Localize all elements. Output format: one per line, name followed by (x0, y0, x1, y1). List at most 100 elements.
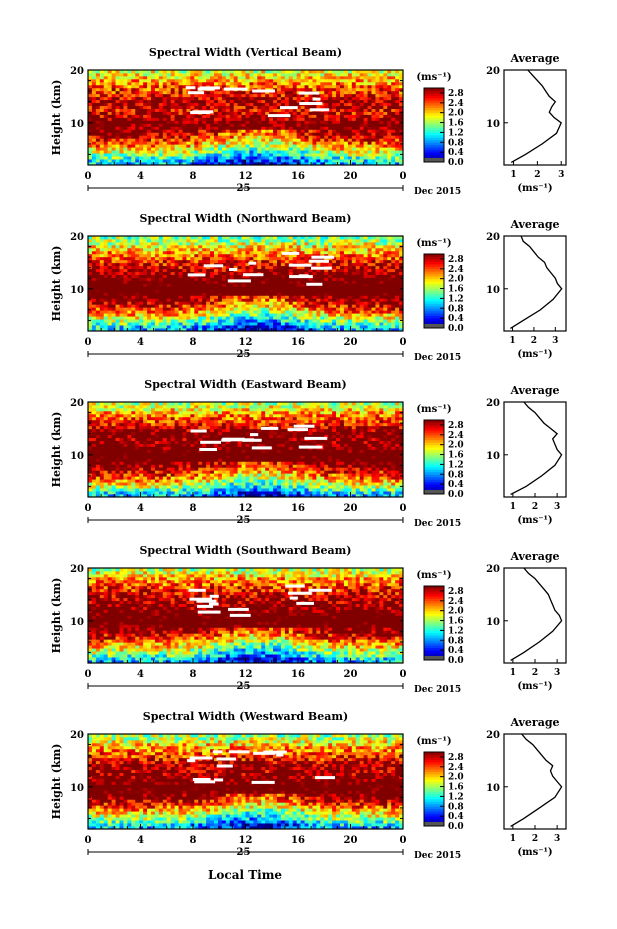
colorbar-tick-label: 2.0 (448, 109, 464, 119)
colorbar-swatch (424, 759, 444, 763)
colorbar-swatch (424, 437, 444, 441)
colorbar-underflow (424, 158, 444, 162)
colorbar-tick-label: 2.8 (448, 421, 464, 431)
colorbar-tick-label: 2.4 (448, 99, 464, 109)
colorbar-tick-label: 0.4 (448, 480, 464, 490)
date-day-label: 25 (237, 349, 251, 360)
colorbar-swatch (424, 816, 444, 819)
colorbar-underflow (424, 656, 444, 660)
colorbar-swatch (424, 315, 444, 319)
y-tick-label: 20 (70, 564, 84, 575)
data-gap (196, 599, 217, 603)
colorbar-tick-label: 0.4 (448, 812, 464, 822)
colorbar-swatch (424, 793, 444, 797)
data-gap (287, 428, 308, 432)
date-label: Dec 2015 (414, 187, 461, 197)
data-gap (242, 438, 262, 442)
colorbar-swatch (424, 610, 444, 614)
colorbar-swatch (424, 789, 444, 792)
average-profile-line (510, 69, 563, 163)
y-tick-label: 10 (70, 783, 84, 794)
colorbar-swatch (424, 422, 444, 426)
colorbar-swatch (424, 293, 444, 297)
x-tick-label: 4 (137, 669, 144, 680)
average-x-tick-label: 3 (558, 170, 564, 180)
average-x-tick-label: 2 (532, 502, 538, 512)
average-profile-line (510, 733, 563, 827)
colorbar-swatch (424, 752, 444, 755)
colorbar-swatch (424, 152, 444, 155)
x-tick-label: 4 (137, 503, 144, 514)
colorbar-tick-label: 0.8 (448, 304, 464, 314)
data-gap (189, 756, 213, 760)
colorbar-swatch (424, 139, 444, 143)
colorbar-swatch (424, 754, 444, 758)
colorbar-tick-label: 2.4 (448, 265, 464, 275)
colorbar-swatch (424, 779, 444, 782)
date-day-label: 25 (237, 515, 251, 526)
colorbar-swatch (424, 147, 444, 151)
x-tick-label: 8 (190, 669, 197, 680)
colorbar-underflow (424, 822, 444, 826)
heatmap-field (88, 734, 404, 830)
colorbar-swatch (424, 134, 444, 138)
colorbar-swatch (424, 588, 444, 592)
colorbar-swatch (424, 459, 444, 463)
colorbar-swatch (424, 105, 444, 109)
colorbar-swatch (424, 434, 444, 438)
colorbar-swatch (424, 125, 444, 128)
colorbar-swatch (424, 806, 444, 810)
colorbar-tick-label: 0.0 (448, 324, 464, 334)
x-tick-label: 4 (137, 337, 144, 348)
colorbar-frame (423, 419, 445, 495)
colorbar-swatch (424, 620, 444, 624)
colorbar-tick-label: 2.4 (448, 763, 464, 773)
colorbar-tick-label: 1.6 (448, 617, 464, 627)
data-gap (315, 776, 335, 780)
colorbar-swatch (424, 630, 444, 634)
data-gap (208, 602, 219, 606)
x-tick-label: 4 (137, 835, 144, 846)
colorbar-swatch (424, 474, 444, 478)
colorbar-swatch (424, 600, 444, 604)
colorbar-swatch (424, 129, 444, 133)
data-gap (289, 596, 298, 600)
data-gap (288, 263, 312, 267)
colorbar-swatch (424, 618, 444, 621)
average-x-tick-label: 2 (531, 336, 537, 346)
colorbar-swatch (424, 310, 444, 314)
data-gap (251, 780, 275, 784)
data-gap (194, 780, 216, 784)
y-axis-label: Height (km) (50, 246, 63, 322)
colorbar-tick-label: 1.2 (448, 792, 464, 802)
y-axis-label: Height (km) (50, 412, 63, 488)
colorbar-swatch (424, 92, 444, 96)
average-y-tick-label: 20 (486, 564, 500, 575)
colorbar-swatch (424, 281, 444, 284)
date-label: Dec 2015 (414, 685, 461, 695)
x-tick-label: 0 (400, 171, 407, 182)
colorbar-swatch (424, 452, 444, 455)
colorbar-frame (423, 585, 445, 661)
x-tick-label: 20 (344, 669, 358, 680)
y-axis-label: Height (km) (50, 578, 63, 654)
colorbar-swatch (424, 637, 444, 641)
average-y-tick-label: 20 (486, 730, 500, 741)
colorbar-swatch (424, 593, 444, 597)
data-gap (311, 266, 332, 270)
colorbar-swatch (424, 756, 444, 760)
x-tick-label: 0 (400, 337, 407, 348)
average-x-tick-label: 2 (532, 834, 538, 844)
colorbar-swatch (424, 137, 444, 141)
average-title: Average (509, 716, 559, 729)
average-x-tick-label: 1 (510, 170, 516, 180)
colorbar-swatch (424, 764, 444, 768)
colorbar-frame (423, 751, 445, 827)
colorbar-swatch (424, 469, 444, 473)
colorbar-swatch (424, 625, 444, 629)
colorbar-frame (423, 87, 445, 163)
colorbar-swatch (424, 258, 444, 262)
data-gap (298, 91, 320, 95)
colorbar-swatch (424, 476, 444, 480)
data-gap (227, 279, 251, 283)
